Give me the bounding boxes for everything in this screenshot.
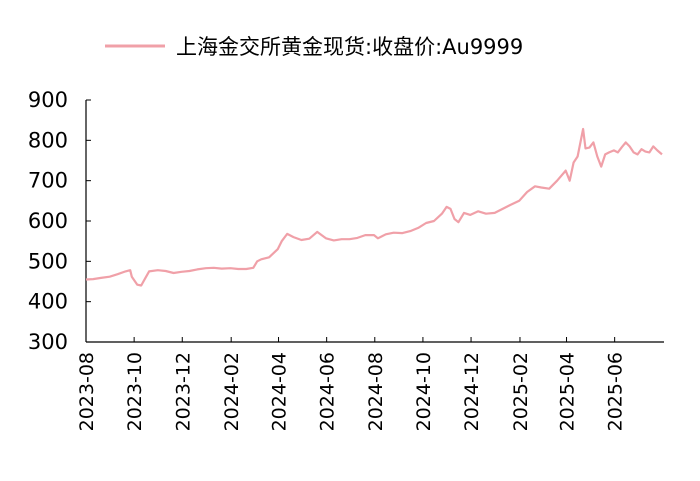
x-tick-label: 2023-08 [76,352,98,431]
x-tick-label: 2025-02 [510,352,532,431]
x-tick-label: 2025-04 [557,352,579,431]
y-axis-ticks: 900 800 700 600 500 400 300 [28,88,91,354]
x-axis-ticks: 2023-08 2023-10 2023-12 2024-02 2024-04 2024-… [76,337,627,431]
legend-label: 上海金交所黄金现货:收盘价:Au9999 [176,35,523,59]
y-tick-label: 600 [28,209,68,233]
axes [85,100,664,343]
y-tick-label: 800 [28,128,68,152]
x-tick-label: 2024-10 [413,352,435,431]
x-tick-label: 2024-08 [365,352,387,431]
y-tick-label: 300 [28,330,68,354]
x-tick-label: 2023-10 [124,352,146,431]
x-tick-label: 2024-12 [461,352,483,431]
x-tick-label: 2024-02 [221,352,243,431]
y-tick-label: 400 [28,290,68,314]
y-tick-label: 500 [28,249,68,273]
legend: 上海金交所黄金现货:收盘价:Au9999 [105,35,523,59]
x-tick-label: 2025-06 [605,352,627,431]
x-tick-label: 2024-04 [269,352,291,431]
y-tick-label: 700 [28,169,68,193]
y-tick-label: 900 [28,88,68,112]
x-tick-label: 2024-06 [317,352,339,431]
x-tick-label: 2023-12 [172,352,194,431]
series-line [85,127,663,287]
series-group [85,127,663,287]
